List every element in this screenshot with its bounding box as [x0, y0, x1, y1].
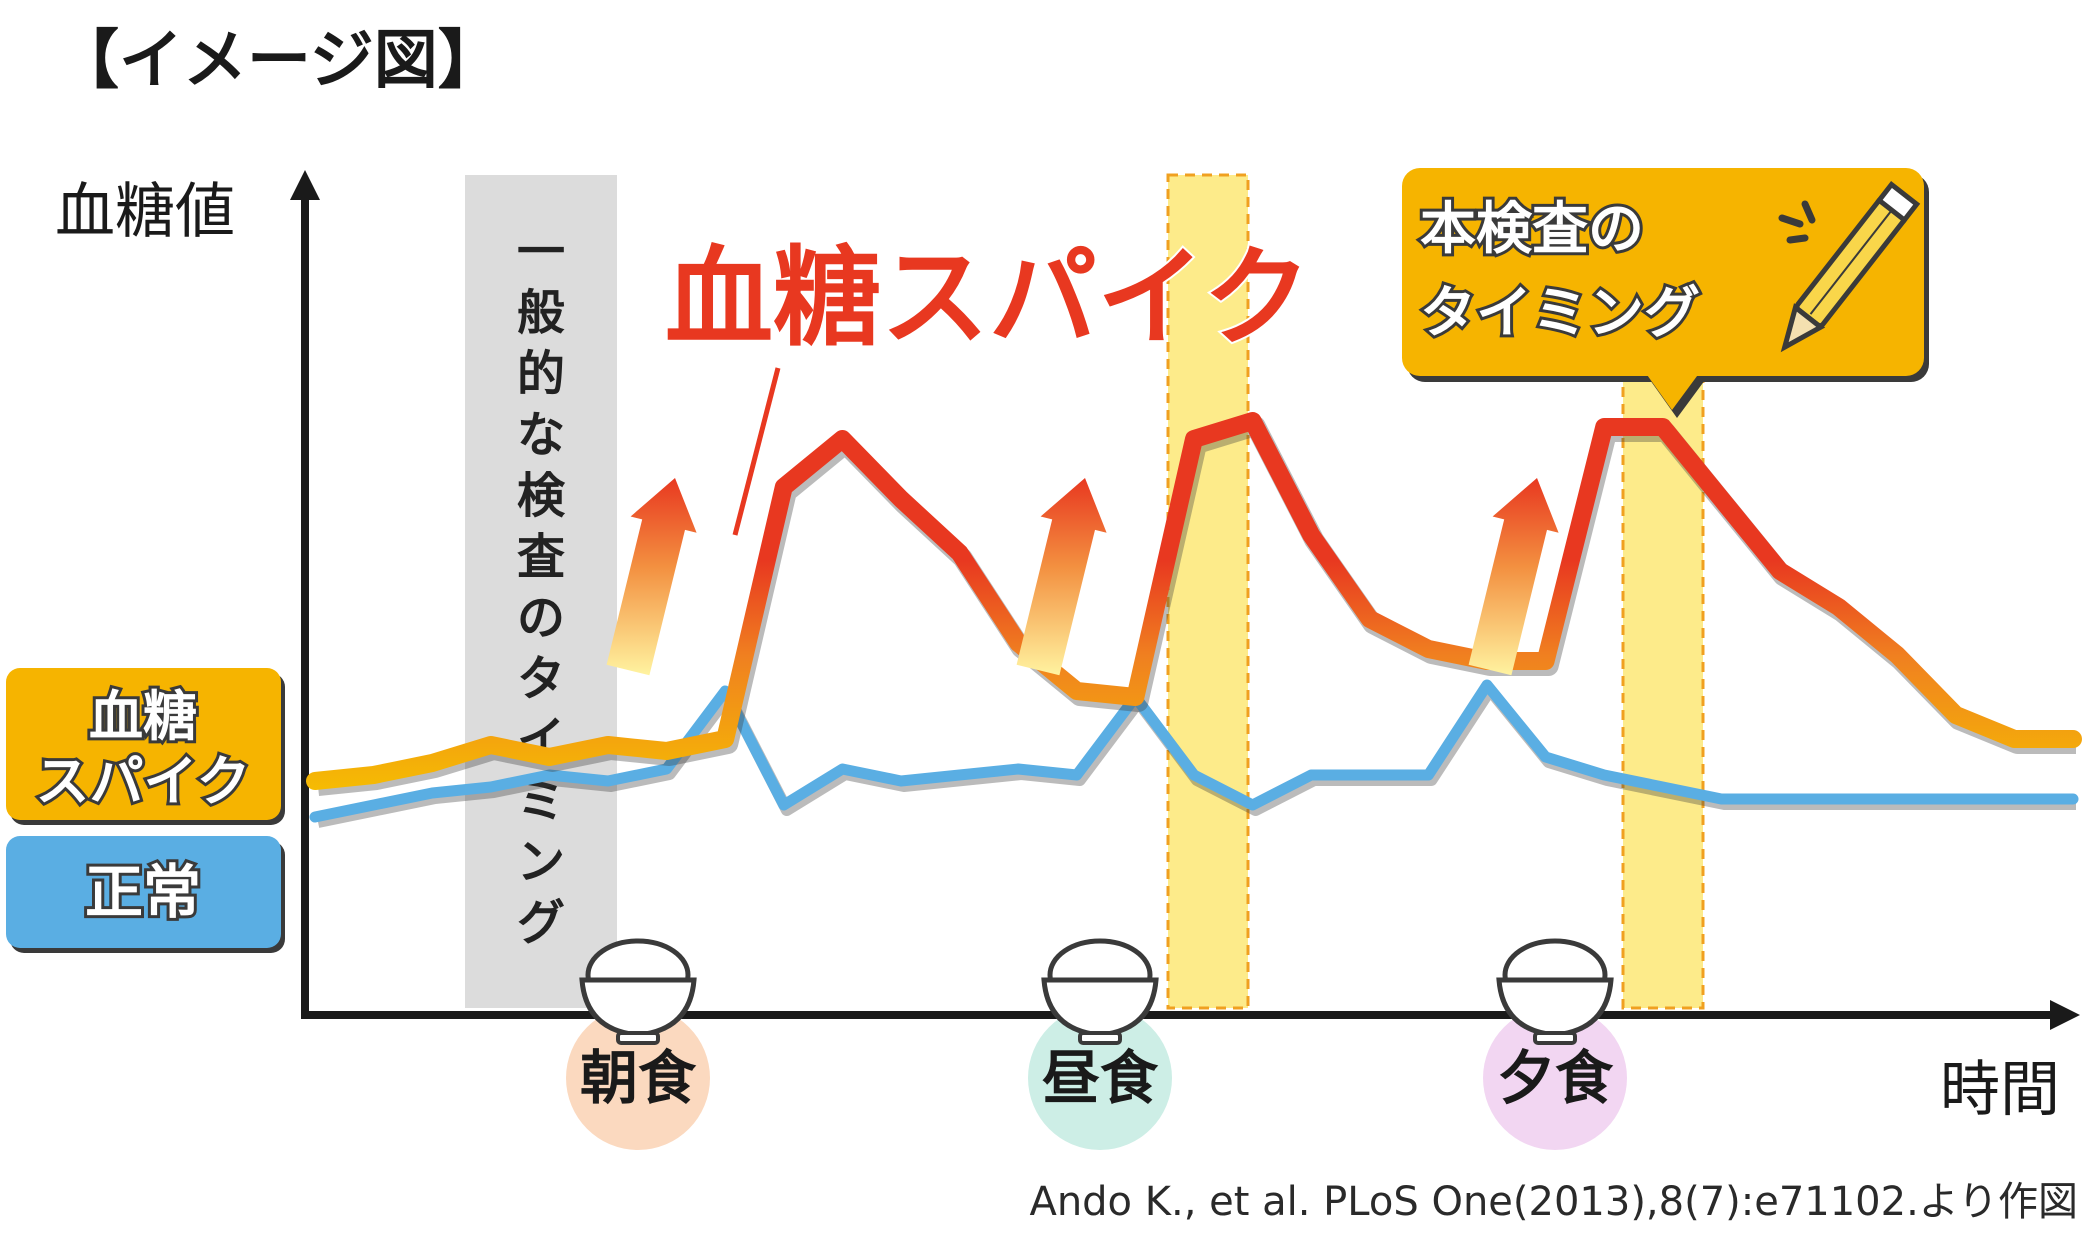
series-layer [306, 412, 2082, 828]
typical-test-label: 一般的な検査のタイミング [517, 224, 566, 951]
typical-test-char: 査 [517, 529, 565, 585]
meal-2: 昼食 [1028, 938, 1172, 1150]
legend-spike-line-2: スパイク [36, 750, 251, 813]
typical-test-char: 的 [517, 346, 565, 402]
legend: 血糖 スパイク 正常 [6, 668, 285, 953]
typical-test-char: な [517, 407, 565, 463]
sparkle-icon [1778, 200, 1816, 244]
meal-3: 夕食 [1483, 938, 1627, 1150]
callout-line-1: 本検査の [1420, 197, 1644, 262]
typical-test-band [465, 175, 617, 1008]
meal-1: 朝食 [566, 938, 710, 1150]
meals: 朝食 昼食 夕食 [566, 938, 1627, 1150]
typical-test-char: 一 [517, 224, 565, 280]
normal-series-line [309, 679, 2079, 823]
meal-label: 夕食 [1497, 1044, 1614, 1112]
typical-test-char: タ [517, 651, 565, 707]
y-axis-label: 血糖値 [55, 177, 235, 247]
this-test-callout: 本検査の タイミング [1402, 168, 1929, 418]
legend-item-spike: 血糖 スパイク [6, 668, 285, 825]
x-axis-label: 時間 [1940, 1055, 2060, 1125]
spike-series-line [306, 412, 2082, 790]
pencil-icon [1780, 180, 1921, 353]
this-test-band-2 [1621, 298, 1705, 1010]
source-note: Ando K., et al. PLoS One(2013),8(7):e711… [1029, 1179, 2078, 1225]
meal-badge [566, 1006, 710, 1150]
meal-badge [1028, 1006, 1172, 1150]
spike-pointer [732, 367, 781, 536]
legend-spike-line-1: 血糖 [89, 685, 197, 748]
rice-bowl-icon [1496, 938, 1614, 1045]
legend-normal-label: 正常 [85, 858, 201, 926]
page-title: 【イメージ図】 [55, 24, 502, 98]
rise-arrow-3 [1468, 478, 1559, 676]
rise-arrow-1 [606, 478, 697, 676]
callout-line-2: タイミング [1420, 281, 1700, 346]
spike-title: 血糖スパイク [665, 236, 1311, 361]
rise-arrow-2 [1016, 478, 1107, 676]
typical-test-char: ン [517, 834, 565, 890]
legend-item-normal: 正常 [6, 836, 285, 953]
typical-test-char: 検 [517, 468, 566, 524]
meal-label: 朝食 [580, 1044, 697, 1112]
typical-test-char: グ [517, 895, 565, 951]
typical-test-char: 般 [517, 285, 565, 341]
meal-label: 昼食 [1042, 1044, 1159, 1112]
rice-bowl-icon [1041, 938, 1159, 1045]
rice-bowl-icon [579, 938, 697, 1045]
meal-badge [1483, 1006, 1627, 1150]
typical-test-char: の [517, 590, 565, 646]
rise-arrows [606, 478, 1559, 676]
this-test-band-1 [1166, 173, 1250, 1010]
